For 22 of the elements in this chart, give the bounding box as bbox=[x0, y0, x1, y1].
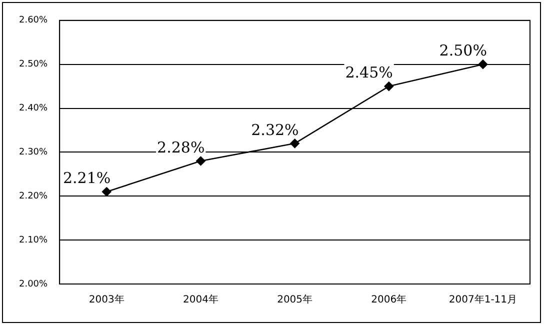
data-label: 2.50% bbox=[439, 42, 487, 60]
data-label: 2.28% bbox=[157, 138, 205, 156]
y-tick-label: 2.50% bbox=[18, 60, 48, 70]
y-tick-label: 2.10% bbox=[18, 235, 48, 246]
point bbox=[102, 187, 112, 196]
y-tick-label: 2.00% bbox=[18, 279, 48, 290]
x-tick-label: 2003年 bbox=[88, 294, 124, 306]
x-tick-label: 2006年 bbox=[371, 294, 407, 306]
y-tick-label: 2.60% bbox=[18, 16, 48, 26]
data-label: 2.32% bbox=[251, 120, 299, 139]
x-tick-label: 2004年 bbox=[182, 294, 218, 306]
y-tick-label: 2.30% bbox=[18, 148, 48, 158]
point bbox=[384, 82, 394, 91]
x-tick-label: 2005年 bbox=[277, 294, 313, 306]
data-label: 2.45% bbox=[345, 64, 393, 82]
point bbox=[196, 156, 206, 166]
x-tick-label: 2007年1-11月 bbox=[448, 294, 518, 306]
point bbox=[478, 60, 488, 69]
y-tick-label: 2.40% bbox=[18, 104, 48, 114]
point bbox=[290, 138, 300, 148]
y-tick-label: 2.20% bbox=[18, 191, 48, 202]
data-label: 2.21% bbox=[62, 169, 111, 188]
